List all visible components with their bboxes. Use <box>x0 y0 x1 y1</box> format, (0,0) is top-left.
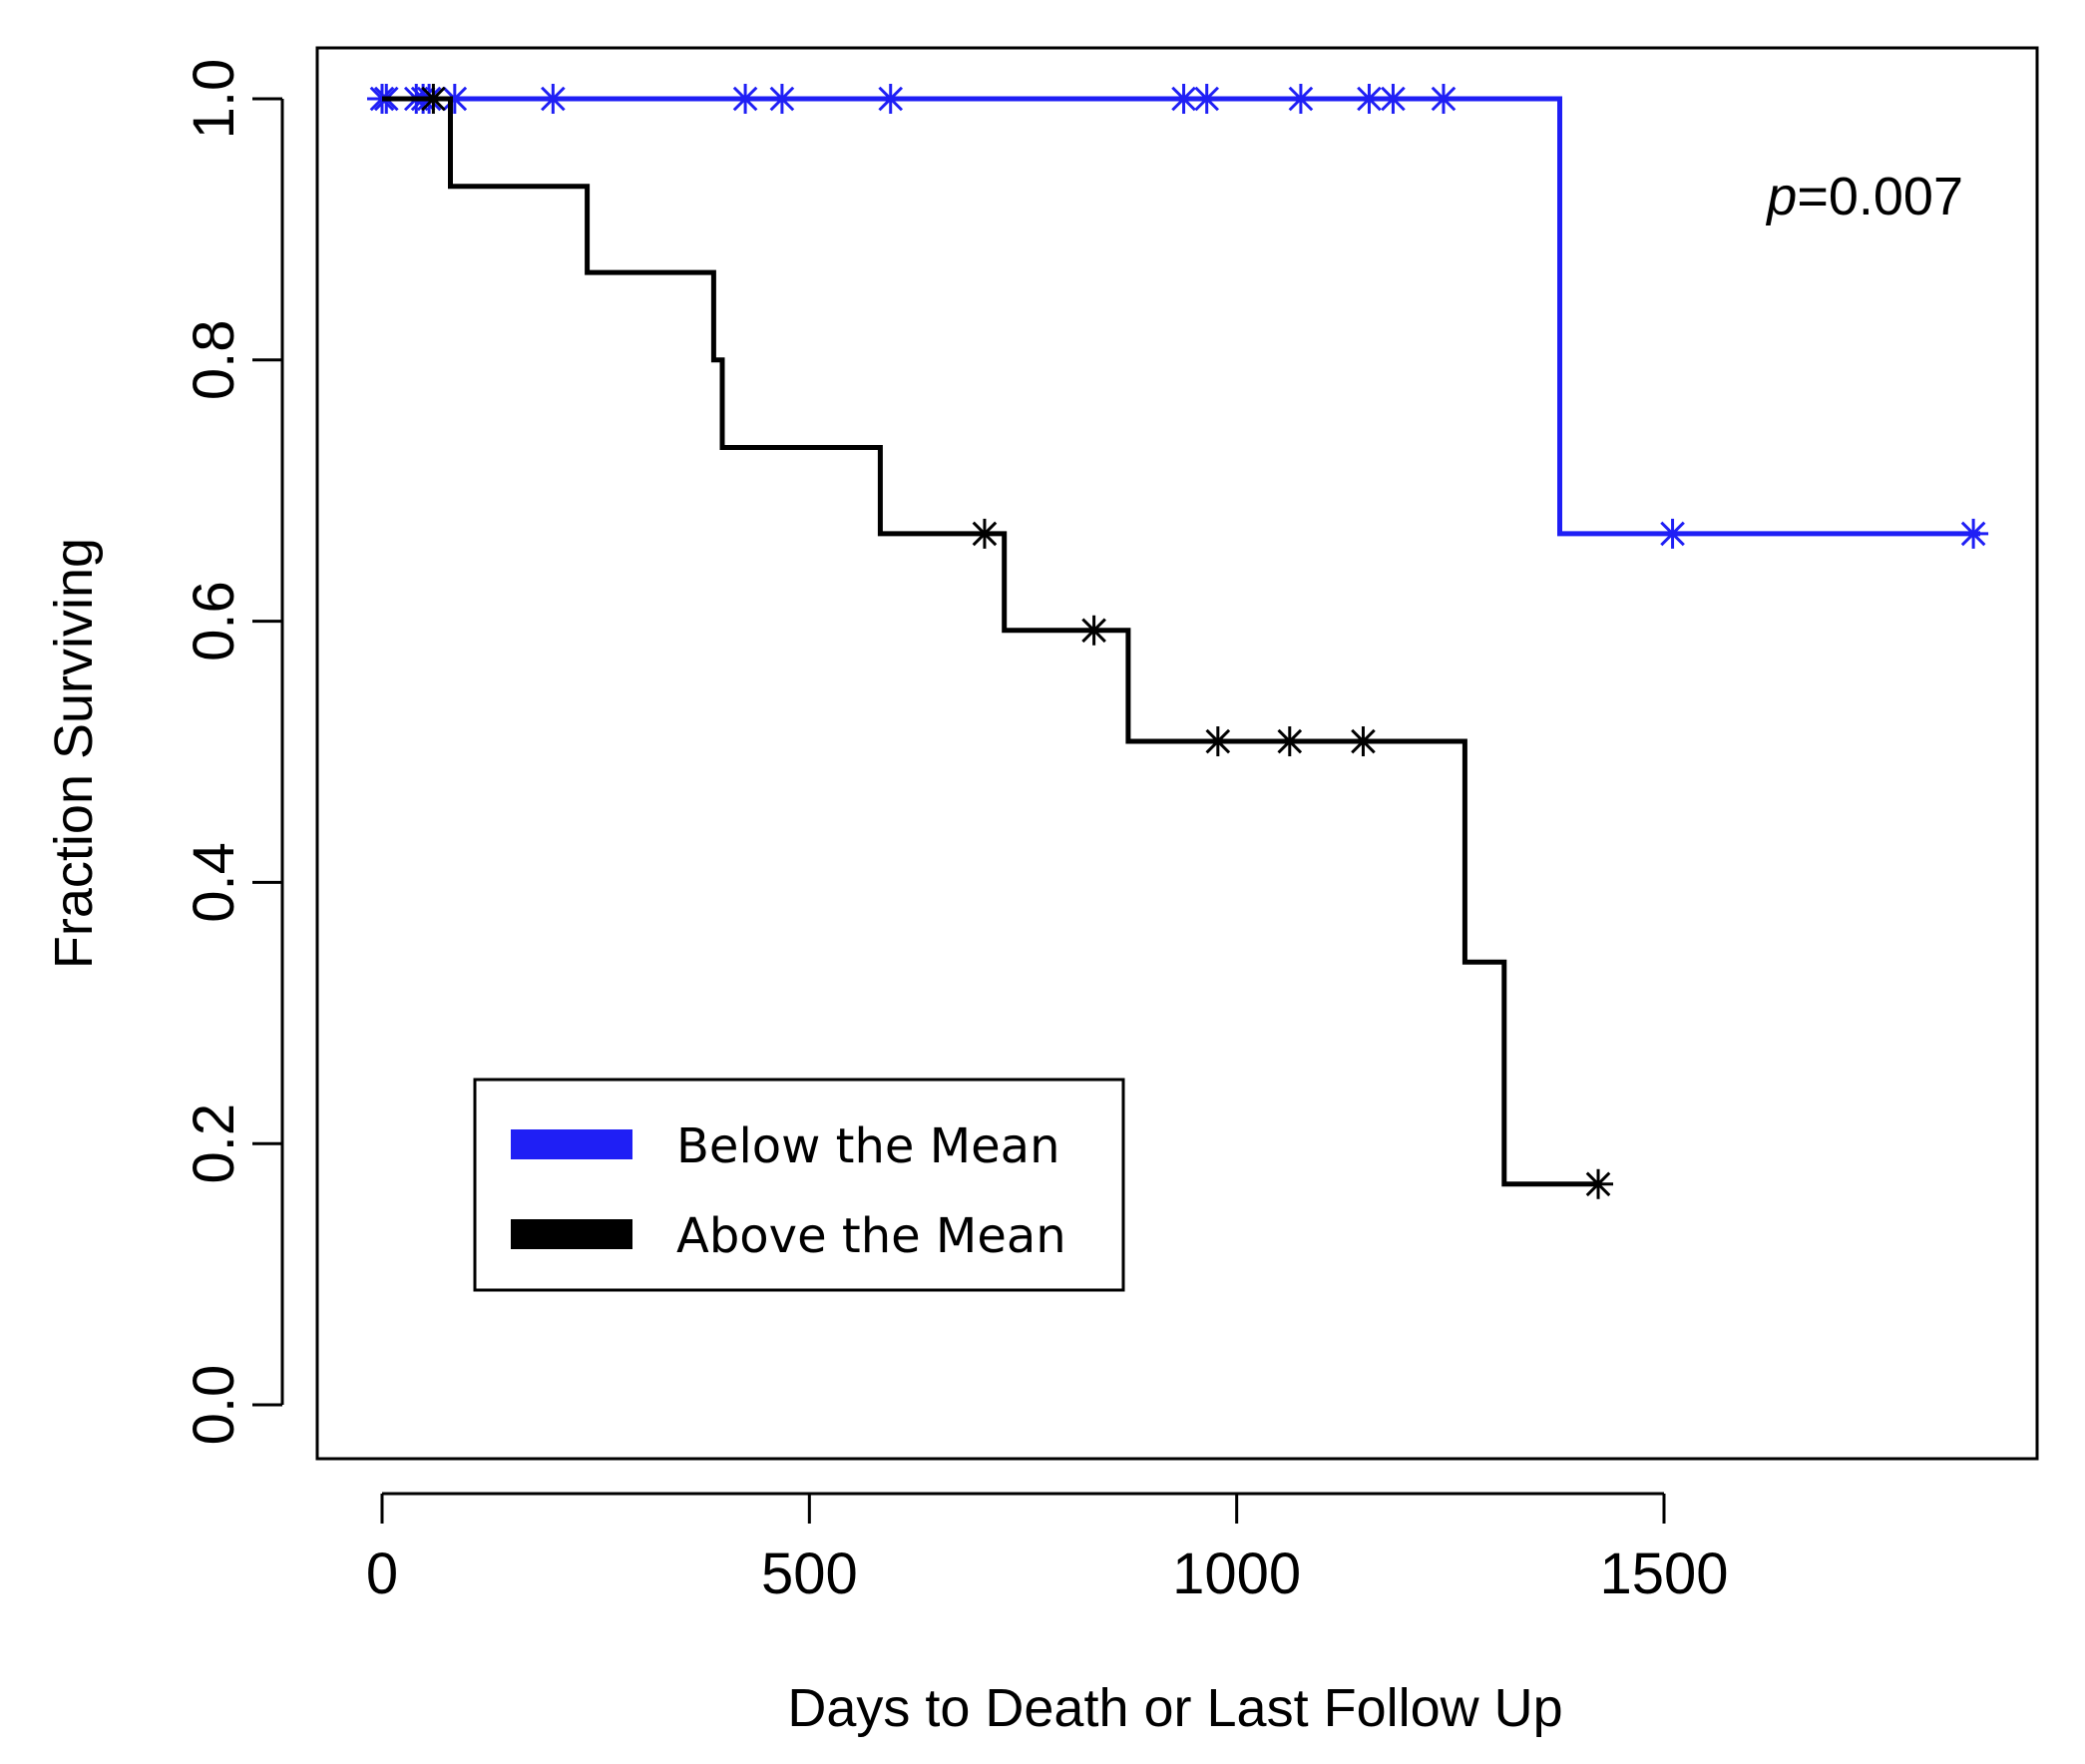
x-axis: 0 500 1000 1500 <box>366 1492 1729 1606</box>
series-above-the-mean <box>382 84 1614 1199</box>
censor-mark <box>1378 84 1409 114</box>
censor-mark <box>1958 518 1989 549</box>
p-value-symbol: p <box>1765 167 1797 226</box>
legend-box <box>473 1078 1125 1292</box>
censor-mark <box>1285 84 1316 114</box>
x-tick-label: 1500 <box>1599 1542 1728 1606</box>
y-tick-label: 0.0 <box>182 1365 246 1446</box>
censor-mark <box>1348 726 1379 757</box>
series-layer <box>367 84 1989 1199</box>
y-tick-label: 0.8 <box>182 319 246 400</box>
censor-mark <box>1202 726 1233 757</box>
censor-mark <box>730 84 761 114</box>
censor-mark <box>1274 726 1305 757</box>
censor-mark <box>418 84 449 114</box>
legend-label-above-mean: Above the Mean <box>676 1208 1066 1264</box>
p-value-number: =0.007 <box>1797 167 1963 226</box>
y-tick-label: 1.0 <box>182 59 246 140</box>
y-axis-title: Fraction Surviving <box>44 538 104 969</box>
p-value-annotation: p=0.007 <box>1765 167 1963 226</box>
y-axis: 0.0 0.2 0.4 0.6 0.8 1.0 <box>182 59 284 1446</box>
censor-mark <box>1191 84 1222 114</box>
series-below-the-mean <box>367 84 1989 549</box>
y-tick-label: 0.4 <box>182 842 246 923</box>
censor-mark <box>766 84 797 114</box>
censor-mark <box>969 518 1000 549</box>
censor-mark <box>538 84 569 114</box>
y-tick-label: 0.2 <box>182 1103 246 1184</box>
plot-frame <box>315 46 2039 1461</box>
legend-swatch-above-mean <box>511 1219 632 1249</box>
censor-mark <box>1657 518 1688 549</box>
legend: Below the Mean Above the Mean <box>473 1078 1125 1292</box>
censor-mark <box>1078 615 1109 646</box>
censor-mark <box>1428 84 1459 114</box>
x-tick-label: 500 <box>761 1542 858 1606</box>
x-tick-label: 0 <box>366 1542 398 1606</box>
legend-label-below-mean: Below the Mean <box>676 1118 1060 1174</box>
censor-mark <box>875 84 906 114</box>
survival-curve-below-the-mean <box>382 96 1980 537</box>
x-axis-title: Days to Death or Last Follow Up <box>787 1678 1562 1738</box>
censor-mark <box>1583 1168 1614 1199</box>
legend-swatch-below-mean <box>511 1129 632 1159</box>
y-tick-label: 0.6 <box>182 581 246 662</box>
survival-curve-above-the-mean <box>382 96 1598 1187</box>
x-tick-label: 1000 <box>1172 1542 1301 1606</box>
